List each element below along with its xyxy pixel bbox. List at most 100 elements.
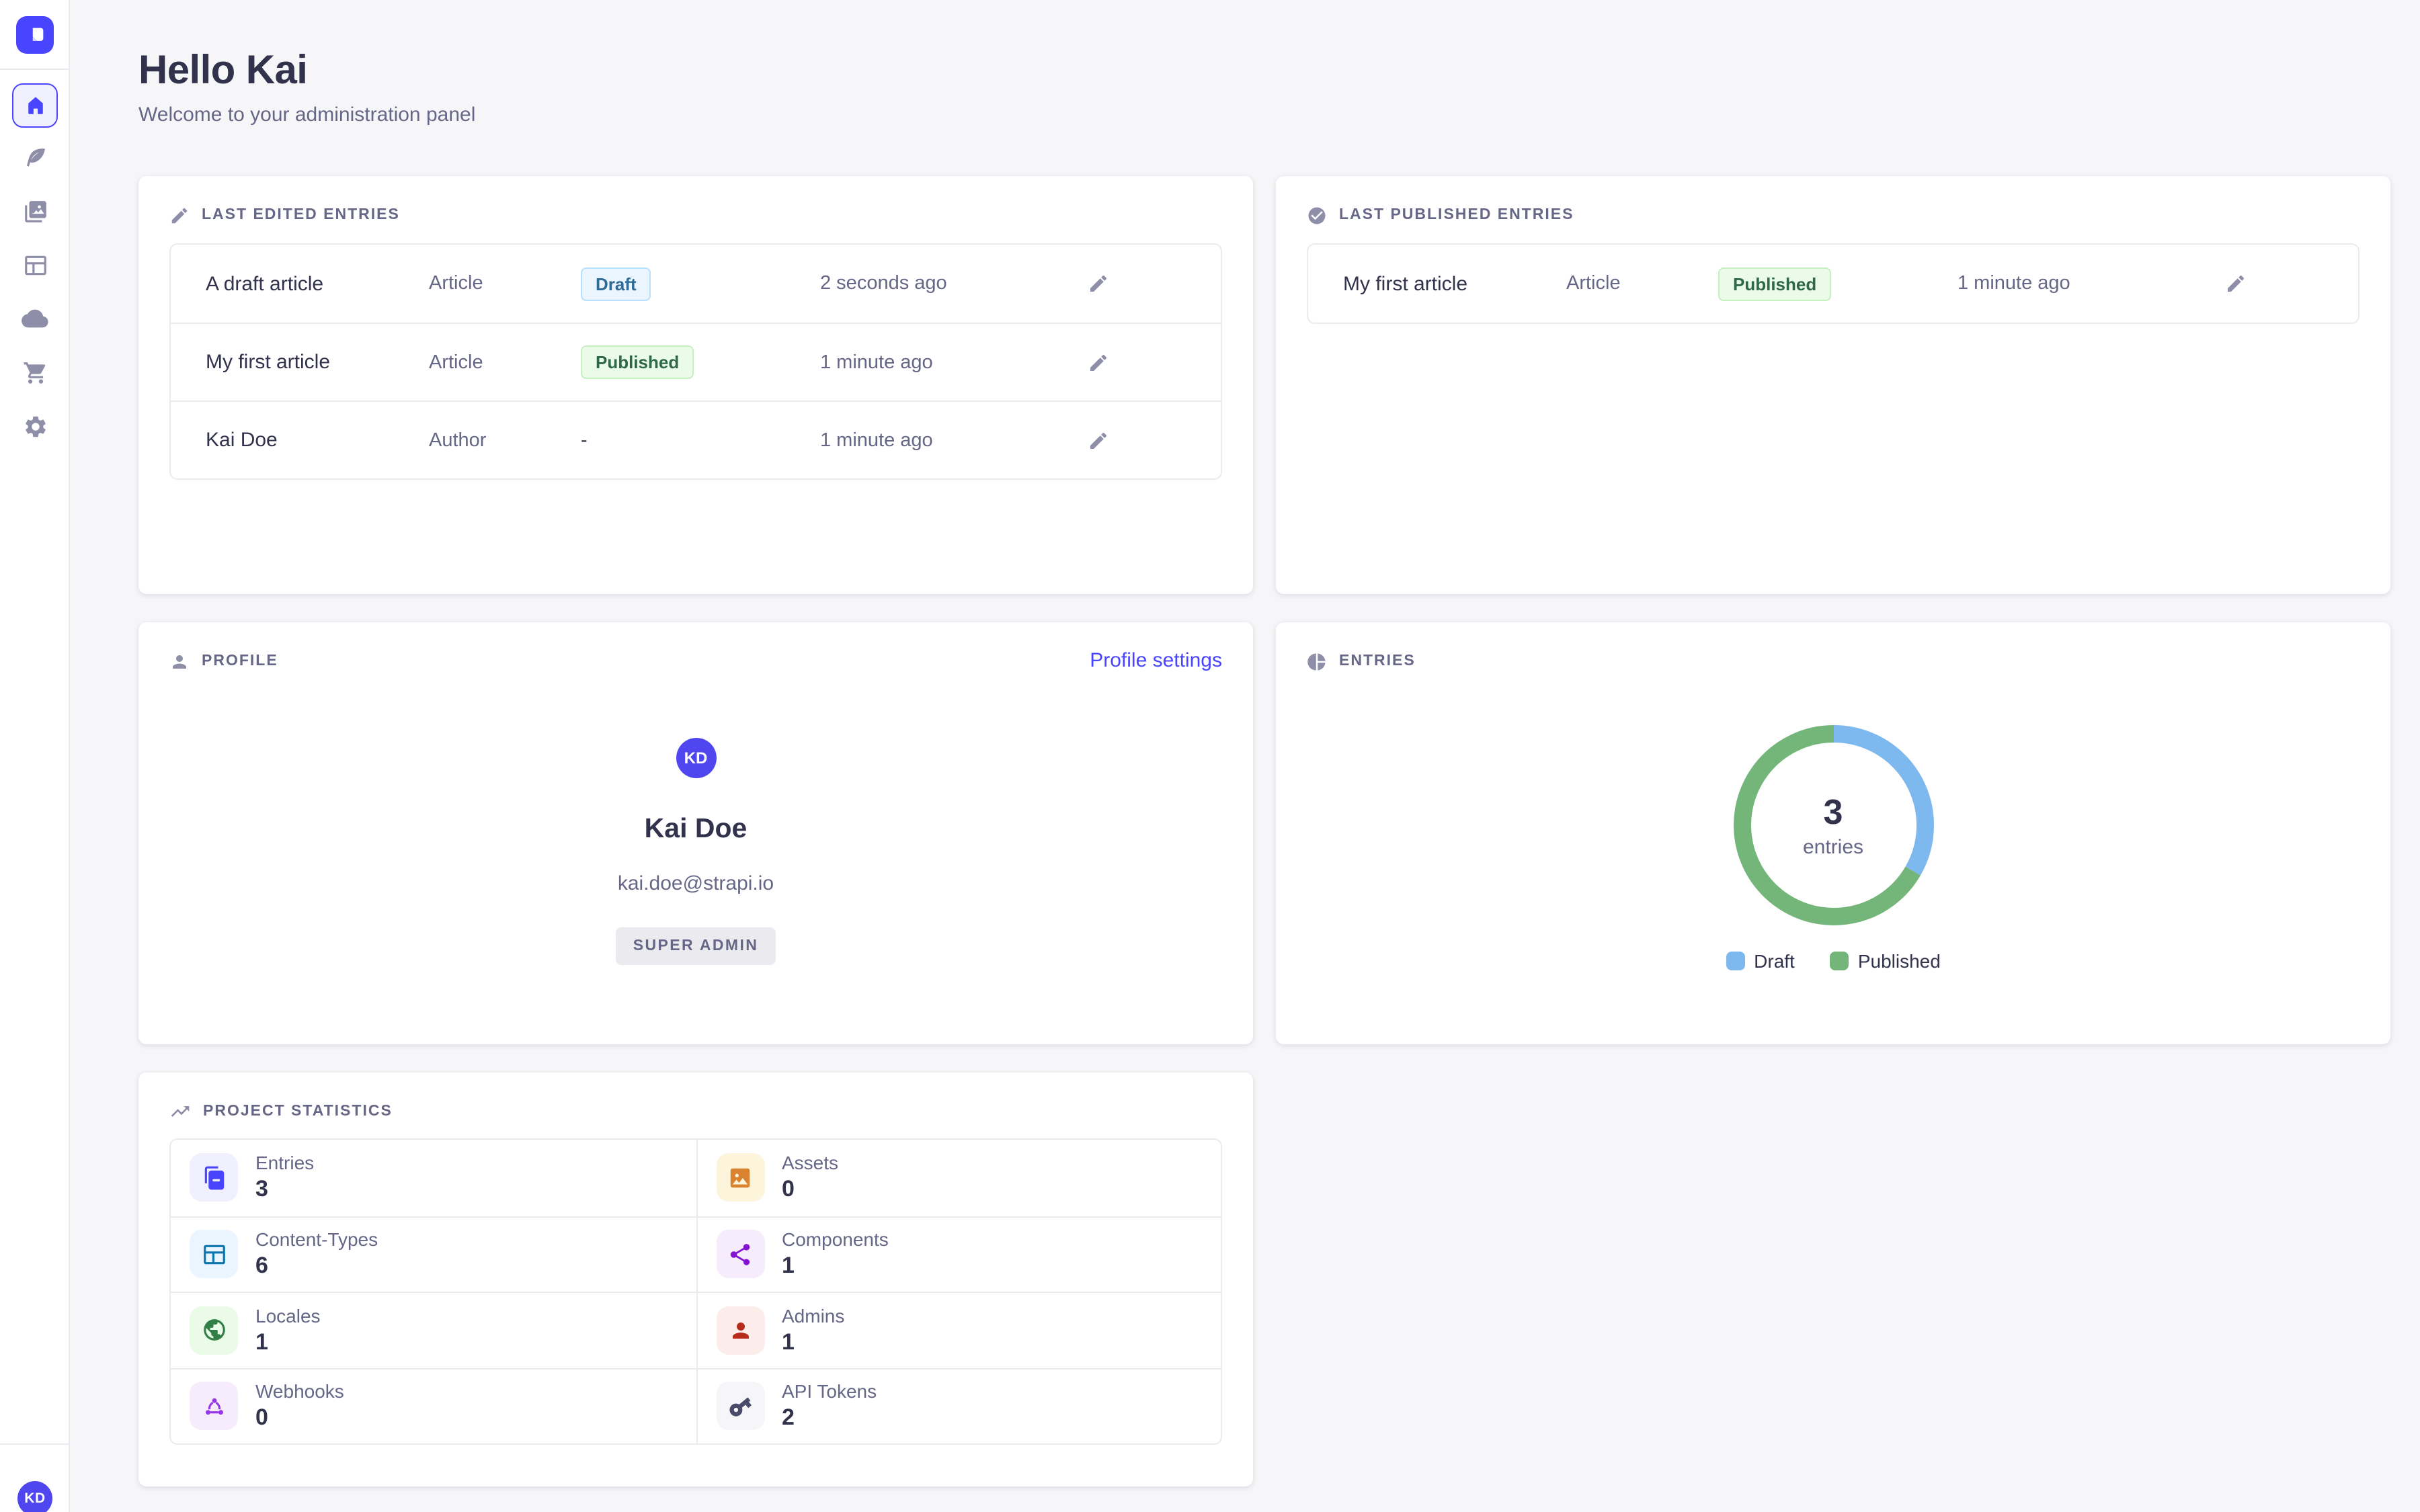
sidebar-item-content-type-builder[interactable] [0, 238, 70, 292]
edit-entry-button[interactable] [1076, 261, 1121, 306]
main-content: Hello Kai Welcome to your administration… [70, 0, 2420, 1512]
profile-settings-link[interactable]: Profile settings [1090, 649, 1222, 672]
cloud-icon [22, 305, 48, 332]
donut-total-label: entries [1802, 836, 1864, 859]
gear-icon [22, 413, 48, 439]
stat-components: Components 1 [696, 1216, 1221, 1292]
table-row: A draft article Article Draft 2 seconds … [171, 245, 1221, 323]
edit-entry-button[interactable] [2213, 261, 2259, 306]
donut-svg [1733, 725, 1933, 925]
entry-type: Author [429, 429, 487, 451]
last-published-table: My first article Article Published 1 min… [1307, 243, 2360, 324]
last-edited-table: A draft article Article Draft 2 seconds … [169, 243, 1222, 480]
entries-donut-chart: 3 entries [1732, 724, 1934, 926]
strapi-logo[interactable] [16, 16, 54, 54]
stat-label: Components [782, 1228, 889, 1251]
stat-webhooks: Webhooks 0 [171, 1368, 696, 1443]
sidebar-divider-top [0, 69, 69, 70]
edit-entry-button[interactable] [1076, 417, 1121, 463]
stat-label: Locales [255, 1304, 321, 1327]
legend-item-published: Published [1829, 950, 1941, 972]
nodes-icon [716, 1230, 764, 1279]
legend-swatch-published [1829, 952, 1849, 970]
entry-name: My first article [206, 351, 331, 374]
legend-item-draft: Draft [1726, 950, 1795, 972]
entry-type: Article [429, 273, 483, 294]
avatar: KD [676, 738, 716, 778]
role-badge: SUPER ADMIN [615, 927, 776, 965]
stat-value: 3 [255, 1176, 268, 1202]
sidebar-item-media-library[interactable] [0, 184, 70, 238]
profile-body: KD Kai Doe kai.doe@strapi.io SUPER ADMIN [138, 738, 1253, 965]
entry-status: - [581, 429, 588, 451]
stat-api-tokens: API Tokens 2 [696, 1368, 1221, 1443]
legend-swatch-draft [1726, 952, 1745, 970]
donut-center: 3 entries [1732, 724, 1934, 926]
legend-label: Published [1857, 950, 1941, 972]
stat-label: Entries [255, 1152, 315, 1174]
check-circle-icon [1307, 205, 1327, 225]
table-row: Kai Doe Author - 1 minute ago [171, 401, 1221, 478]
layout-icon [190, 1230, 238, 1279]
entry-name: A draft article [206, 272, 324, 295]
entry-name: My first article [1343, 272, 1468, 295]
status-badge: Draft [581, 267, 651, 300]
entries-header: ENTRIES [1307, 649, 2360, 673]
entry-type: Article [1566, 273, 1621, 294]
globe-icon [190, 1306, 238, 1355]
stat-value: 2 [782, 1404, 795, 1431]
stat-label: Admins [782, 1304, 845, 1327]
stat-entries: Entries 3 [171, 1140, 696, 1216]
sidebar-item-content-manager[interactable] [0, 130, 70, 184]
edit-entry-button[interactable] [1076, 339, 1121, 385]
entry-name: Kai Doe [206, 429, 278, 452]
stat-value: 6 [255, 1253, 268, 1279]
profile-header: PROFILE Profile settings [169, 649, 1222, 673]
stat-admins: Admins 1 [696, 1292, 1221, 1368]
stat-value: 0 [782, 1176, 795, 1202]
sidebar-item-marketplace[interactable] [0, 345, 70, 399]
last-published-entries-card: LAST PUBLISHED ENTRIES My first article … [1276, 176, 2390, 594]
user-icon [716, 1306, 764, 1355]
entry-status: Draft [581, 267, 820, 300]
sidebar-user-avatar[interactable]: KD [17, 1481, 52, 1512]
sidebar-item-home[interactable] [12, 83, 58, 128]
last-edited-header: LAST EDITED ENTRIES [169, 203, 1222, 227]
home-icon [24, 94, 46, 117]
project-statistics-title: PROJECT STATISTICS [203, 1103, 393, 1120]
picture-icon [716, 1153, 764, 1202]
key-icon [716, 1382, 764, 1431]
page-subtitle: Welcome to your administration panel [138, 103, 476, 126]
entry-time: 1 minute ago [820, 351, 933, 373]
donut-total: 3 [1823, 792, 1843, 832]
profile-email: kai.doe@strapi.io [617, 872, 774, 895]
profile-title: PROFILE [202, 653, 278, 669]
dashboard-grid: LAST EDITED ENTRIES A draft article Arti… [138, 176, 2390, 1486]
table-row: My first article Article Published 1 min… [171, 323, 1221, 401]
stat-locales: Locales 1 [171, 1292, 696, 1368]
person-icon [169, 651, 190, 671]
sidebar: KD [0, 0, 70, 1512]
last-edited-entries-card: LAST EDITED ENTRIES A draft article Arti… [138, 176, 1253, 594]
entry-time: 1 minute ago [1958, 273, 2070, 294]
table-row: My first article Article Published 1 min… [1308, 245, 2358, 323]
media-library-icon [22, 198, 48, 224]
status-badge: Published [581, 345, 694, 379]
pencil-icon [169, 205, 190, 225]
entries-chart-card: ENTRIES 3 entries Draft [1276, 622, 2390, 1044]
trending-up-icon [169, 1101, 191, 1122]
last-edited-title: LAST EDITED ENTRIES [202, 207, 400, 223]
stat-label: Content-Types [255, 1228, 378, 1251]
webhook-icon [190, 1382, 238, 1431]
chart-legend: Draft Published [1276, 950, 2390, 972]
sidebar-item-cloud[interactable] [0, 292, 70, 345]
entry-time: 1 minute ago [820, 429, 933, 451]
sidebar-item-settings[interactable] [0, 399, 70, 453]
stat-label: Webhooks [255, 1380, 344, 1402]
stat-value: 1 [782, 1329, 795, 1355]
feather-icon [22, 144, 48, 170]
entry-status: Published [1718, 267, 1958, 300]
legend-label: Draft [1754, 950, 1795, 972]
stat-label: API Tokens [782, 1380, 877, 1402]
